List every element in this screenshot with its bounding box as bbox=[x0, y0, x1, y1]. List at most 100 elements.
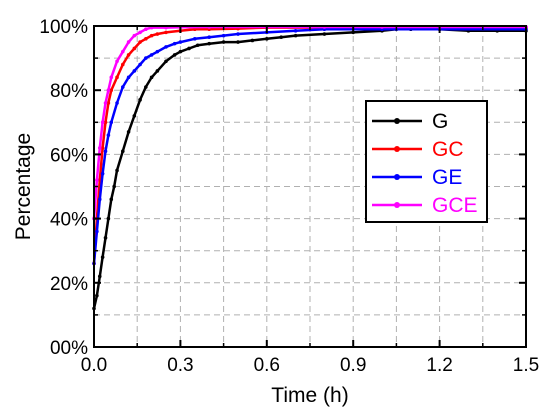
data-point-ge bbox=[155, 49, 160, 54]
data-point-gce bbox=[132, 33, 137, 38]
data-point-ge bbox=[126, 75, 131, 80]
data-point-gc bbox=[155, 32, 160, 36]
y-tick-label: 40% bbox=[50, 210, 88, 231]
data-point-gce bbox=[115, 59, 119, 64]
data-point-ge bbox=[103, 149, 108, 153]
data-point-g bbox=[106, 216, 111, 221]
data-point-gc bbox=[138, 40, 142, 44]
series-line-ge bbox=[92, 27, 526, 264]
data-point-gce bbox=[100, 120, 105, 125]
data-point-gc bbox=[115, 75, 119, 80]
data-point-g bbox=[155, 69, 160, 73]
data-point-g bbox=[207, 41, 211, 46]
data-point-gc bbox=[103, 120, 108, 125]
data-point-gc bbox=[164, 30, 168, 35]
legend-marker-g bbox=[394, 118, 400, 124]
data-point-g bbox=[265, 37, 269, 41]
data-point-gc bbox=[106, 101, 111, 105]
y-tick-label: 100% bbox=[39, 17, 88, 38]
data-point-g bbox=[103, 236, 108, 240]
data-point-gc bbox=[149, 33, 154, 38]
data-point-g bbox=[195, 43, 200, 48]
data-point-gc bbox=[121, 62, 125, 67]
data-point-gc bbox=[126, 53, 131, 57]
data-point-ge bbox=[236, 32, 240, 36]
x-tick-label: 0.0 bbox=[81, 355, 107, 376]
legend-label-gc: GC bbox=[432, 138, 464, 161]
data-point-g bbox=[172, 53, 177, 57]
data-point-g bbox=[322, 32, 327, 36]
data-point-g bbox=[95, 293, 99, 298]
data-point-ge bbox=[109, 120, 114, 125]
legend-label-ge: GE bbox=[432, 166, 462, 189]
y-tick-label: 60% bbox=[50, 145, 88, 166]
data-point-g bbox=[121, 149, 125, 153]
data-point-ge bbox=[193, 37, 197, 41]
data-point-ge bbox=[178, 40, 183, 44]
data-point-gce bbox=[144, 27, 148, 32]
data-point-ge bbox=[97, 197, 102, 202]
legend-marker-gc bbox=[394, 146, 400, 152]
data-point-ge bbox=[132, 69, 137, 73]
data-point-g bbox=[115, 168, 119, 173]
x-tick-label: 1.5 bbox=[513, 355, 539, 376]
data-point-ge bbox=[121, 85, 125, 89]
y-tick-label: 20% bbox=[50, 274, 88, 295]
data-point-gc bbox=[132, 46, 137, 51]
data-point-g bbox=[149, 75, 154, 80]
data-point-ge bbox=[207, 35, 211, 40]
y-axis-title: Percentage bbox=[12, 133, 35, 240]
data-point-ge bbox=[100, 171, 105, 176]
legend-label-g: G bbox=[432, 110, 448, 133]
data-point-gce bbox=[109, 75, 114, 80]
data-point-g bbox=[236, 40, 240, 44]
data-point-ge bbox=[164, 45, 168, 49]
data-point-g bbox=[164, 59, 168, 64]
data-point-g bbox=[187, 46, 191, 51]
data-point-gce bbox=[106, 88, 111, 92]
axis-ticks bbox=[93, 25, 527, 348]
data-point-gce bbox=[126, 40, 131, 44]
data-point-ge bbox=[144, 56, 148, 60]
data-point-ge bbox=[293, 29, 298, 33]
data-point-g bbox=[250, 38, 255, 43]
data-point-ge bbox=[115, 101, 119, 105]
data-point-g bbox=[138, 98, 142, 102]
data-point-g bbox=[144, 85, 148, 89]
data-point-gc bbox=[109, 88, 114, 92]
data-point-g bbox=[109, 197, 114, 202]
legend-label-gce: GCE bbox=[432, 194, 478, 217]
data-point-g bbox=[126, 130, 131, 134]
data-point-ge bbox=[95, 229, 99, 234]
data-point-g bbox=[221, 40, 226, 44]
data-point-gce bbox=[97, 146, 102, 150]
data-point-gc bbox=[144, 37, 148, 41]
data-point-ge bbox=[138, 62, 142, 67]
data-point-ge bbox=[221, 33, 226, 38]
data-point-g bbox=[100, 255, 105, 259]
data-point-gce bbox=[95, 178, 99, 182]
data-point-gce bbox=[138, 30, 142, 35]
data-point-g bbox=[178, 49, 183, 54]
data-point-g bbox=[112, 184, 116, 189]
data-point-g bbox=[97, 274, 102, 279]
data-point-ge bbox=[149, 53, 154, 57]
data-point-g bbox=[279, 35, 284, 40]
y-tick-label: 00% bbox=[50, 338, 88, 359]
data-point-gce bbox=[121, 49, 125, 54]
data-point-g bbox=[293, 33, 298, 38]
data-point-ge bbox=[172, 41, 177, 46]
x-tick-label: 0.6 bbox=[254, 355, 280, 376]
data-point-gc bbox=[100, 146, 105, 150]
x-axis-title: Time (h) bbox=[271, 384, 348, 407]
data-point-ge bbox=[106, 133, 111, 137]
legend-marker-ge bbox=[394, 174, 400, 180]
x-tick-label: 0.9 bbox=[340, 355, 366, 376]
data-point-g bbox=[132, 114, 137, 118]
legend-items: G GC GE GCE bbox=[372, 110, 478, 217]
legend: G GC GE GCE bbox=[365, 100, 488, 223]
data-point-gce bbox=[103, 101, 108, 105]
legend-marker-gce bbox=[394, 202, 400, 208]
